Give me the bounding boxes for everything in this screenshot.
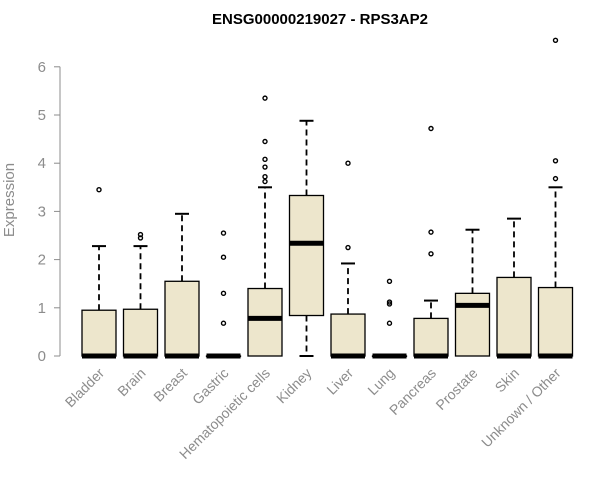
outlier-point bbox=[262, 164, 268, 170]
outlier-point bbox=[345, 244, 351, 251]
box-iqr bbox=[537, 286, 574, 357]
box-1 bbox=[122, 231, 159, 359]
outlier-point bbox=[220, 230, 227, 236]
x-tick-label: Liver bbox=[323, 365, 356, 398]
y-tick-label: 5 bbox=[38, 107, 46, 124]
x-tick-label: Prostate bbox=[432, 365, 480, 413]
outlier-point bbox=[220, 254, 227, 260]
box-4 bbox=[247, 95, 283, 357]
box-7 bbox=[371, 278, 408, 359]
y-tick-label: 6 bbox=[38, 59, 46, 76]
x-tick-label: Bladder bbox=[62, 365, 108, 411]
outlier-point bbox=[262, 138, 268, 145]
y-tick-label: 1 bbox=[38, 300, 46, 317]
outlier-point bbox=[428, 229, 434, 235]
x-tick-label: Skin bbox=[492, 365, 523, 396]
outlier-point bbox=[262, 178, 268, 185]
box-8 bbox=[413, 125, 449, 359]
box-iqr bbox=[164, 280, 200, 357]
box-iqr bbox=[413, 317, 449, 357]
box-2 bbox=[164, 212, 200, 359]
x-tick-label: Unknown / Other bbox=[478, 365, 564, 451]
outlier-point bbox=[220, 290, 227, 297]
outlier-point bbox=[428, 125, 434, 132]
outlier-point bbox=[262, 156, 268, 163]
box-9 bbox=[454, 228, 491, 357]
box-iqr bbox=[454, 292, 491, 357]
outlier-point bbox=[137, 231, 144, 238]
box-11 bbox=[537, 37, 574, 359]
outlier-point bbox=[386, 320, 393, 326]
y-axis-label: Expression bbox=[1, 163, 18, 237]
outlier-point bbox=[386, 301, 393, 307]
outlier-point bbox=[552, 175, 559, 182]
outlier-point bbox=[345, 160, 351, 166]
outlier-point bbox=[428, 251, 434, 257]
box-6 bbox=[330, 160, 366, 359]
outlier-point bbox=[386, 278, 393, 284]
outlier-point bbox=[262, 95, 268, 101]
box-5 bbox=[288, 119, 325, 357]
outlier-point bbox=[96, 187, 102, 193]
x-tick-label: Breast bbox=[150, 365, 190, 405]
box-iqr bbox=[496, 276, 532, 357]
y-axis: 0 1 2 3 4 5 6 bbox=[38, 59, 61, 365]
box-iqr bbox=[81, 309, 117, 357]
outlier-point bbox=[552, 37, 559, 43]
outlier-point bbox=[552, 158, 559, 164]
y-tick-label: 3 bbox=[38, 203, 46, 220]
chart-title: ENSG00000219027 - RPS3AP2 bbox=[212, 11, 428, 28]
x-tick-label: Kidney bbox=[273, 365, 315, 407]
box-0 bbox=[81, 187, 117, 359]
box-3 bbox=[205, 230, 242, 359]
box-iqr bbox=[330, 313, 366, 357]
box-iqr bbox=[247, 287, 283, 357]
x-tick-label: Lung bbox=[364, 365, 397, 398]
box-10 bbox=[496, 217, 532, 359]
boxes-layer bbox=[81, 37, 574, 359]
outlier-point bbox=[220, 320, 227, 326]
y-tick-label: 0 bbox=[38, 348, 46, 365]
outlier-point bbox=[386, 299, 393, 305]
outlier-point bbox=[262, 173, 268, 180]
y-tick-label: 4 bbox=[38, 155, 46, 172]
x-tick-label: Brain bbox=[114, 365, 148, 399]
box-iqr bbox=[288, 194, 325, 317]
y-tick-label: 2 bbox=[38, 252, 46, 269]
box-iqr bbox=[122, 308, 159, 357]
